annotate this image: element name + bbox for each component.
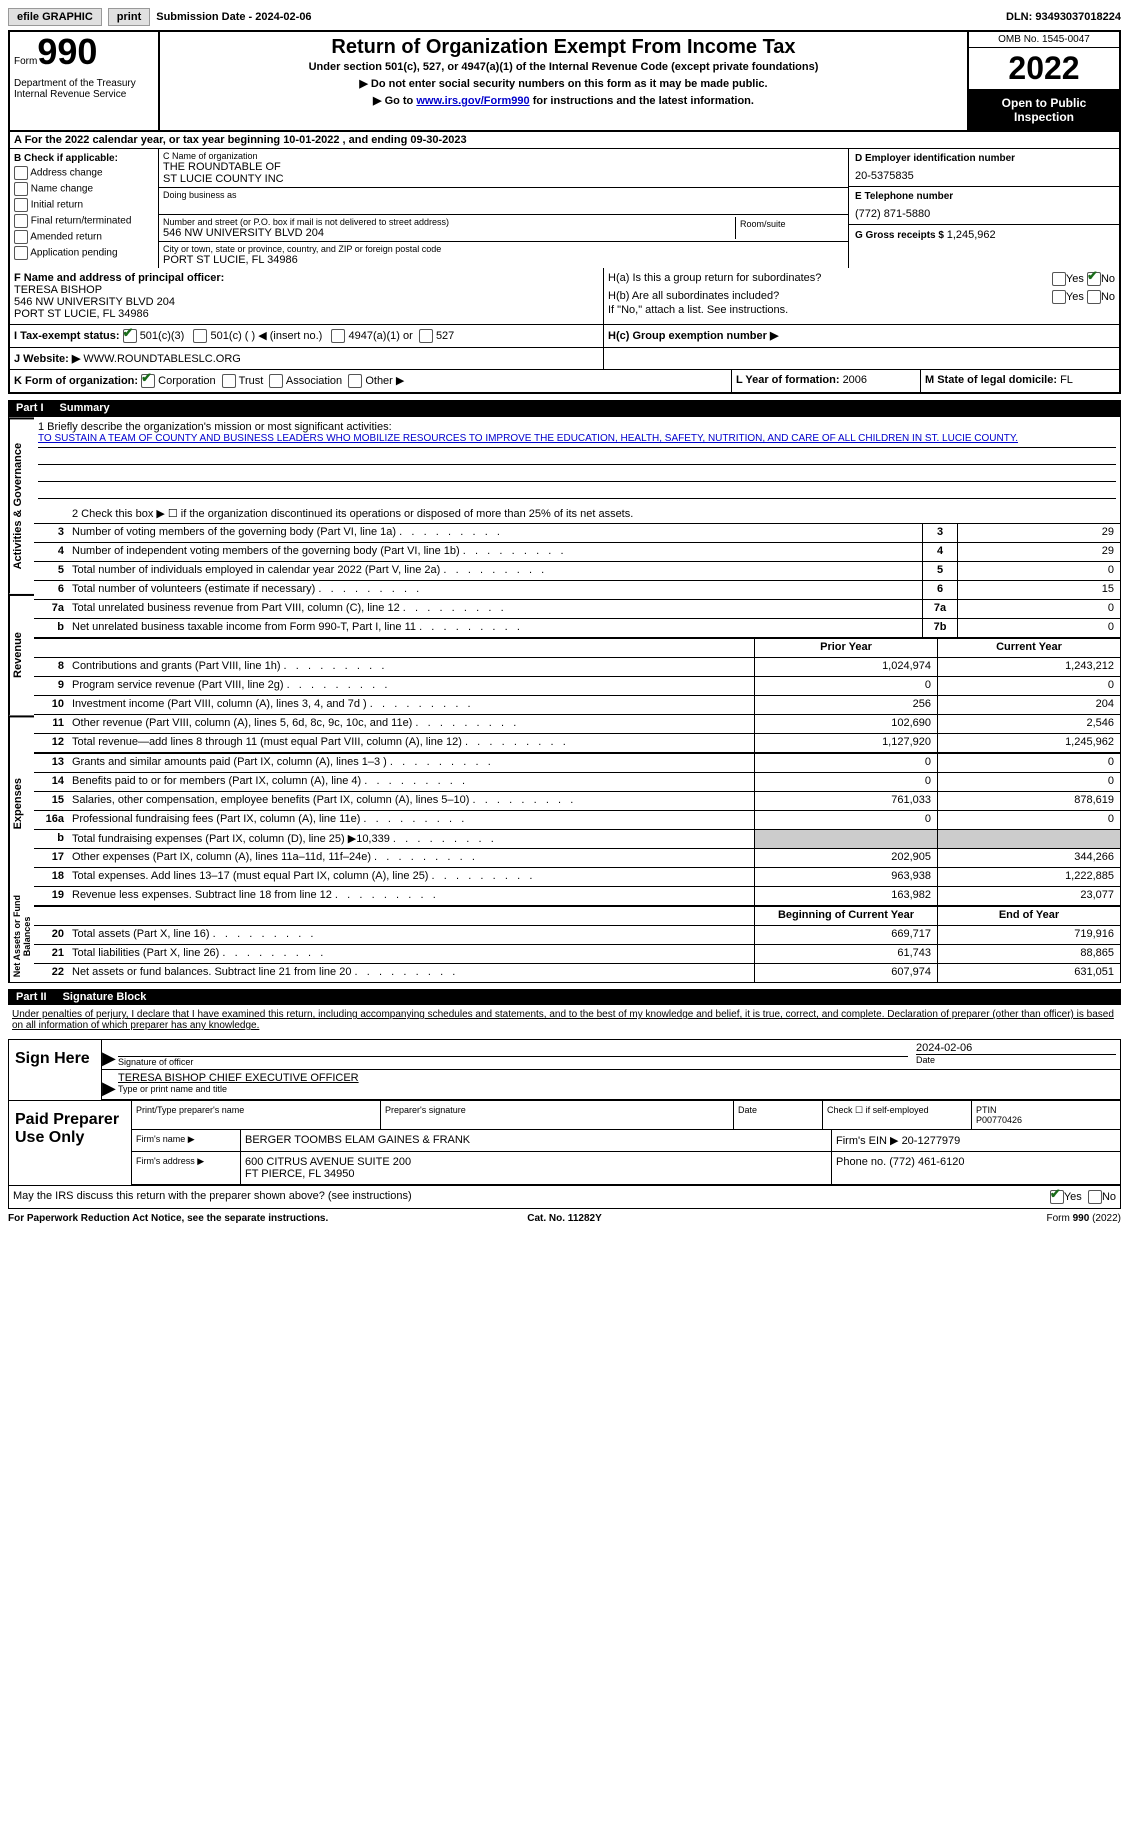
summary-row: 5Total number of individuals employed in… — [34, 562, 1120, 581]
firm-addr-row: Firm's address ▶ 600 CITRUS AVENUE SUITE… — [132, 1152, 1120, 1185]
form-title-block: Return of Organization Exempt From Incom… — [160, 32, 967, 130]
net-col-headers: Beginning of Current Year End of Year — [34, 907, 1120, 926]
efile-button[interactable]: efile GRAPHIC — [8, 8, 102, 26]
summary-row: 15Salaries, other compensation, employee… — [34, 792, 1120, 811]
form-year-block: OMB No. 1545-0047 2022 Open to Public In… — [967, 32, 1119, 130]
irs-link[interactable]: www.irs.gov/Form990 — [416, 95, 529, 107]
form-id-block: Form990 Department of the Treasury Inter… — [10, 32, 160, 130]
discuss-row: May the IRS discuss this return with the… — [9, 1185, 1120, 1208]
summary-row: 12Total revenue—add lines 8 through 11 (… — [34, 734, 1120, 752]
summary-row: 4Number of independent voting members of… — [34, 543, 1120, 562]
summary-row: 9Program service revenue (Part VIII, lin… — [34, 677, 1120, 696]
col-b-checkboxes: B Check if applicable: Address change Na… — [10, 149, 159, 268]
row-a-tax-year: A For the 2022 calendar year, or tax yea… — [8, 132, 1121, 149]
part2-header: Part II Signature Block — [8, 989, 1121, 1005]
paid-preparer-label: Paid Preparer Use Only — [9, 1101, 132, 1185]
row-i-tax-status: I Tax-exempt status: 501(c)(3) 501(c) ( … — [10, 325, 604, 347]
vert-governance: Activities & Governance — [9, 417, 34, 593]
row-hc: H(c) Group exemption number ▶ — [604, 325, 782, 347]
col-headers: Prior Year Current Year — [34, 639, 1120, 658]
summary-row: 3Number of voting members of the governi… — [34, 524, 1120, 543]
summary-row: 18Total expenses. Add lines 13–17 (must … — [34, 868, 1120, 887]
sign-here-label: Sign Here — [9, 1040, 102, 1100]
line-2: 2 Check this box ▶ ☐ if the organization… — [34, 505, 1120, 524]
preparer-header-row: Print/Type preparer's name Preparer's si… — [132, 1101, 1120, 1130]
col-d-ein-block: D Employer identification number 20-5375… — [849, 149, 1119, 268]
mission-block: 1 Briefly describe the organization's mi… — [34, 417, 1120, 505]
summary-row: 16aProfessional fundraising fees (Part I… — [34, 811, 1120, 830]
row-j-website: J Website: ▶ WWW.ROUNDTABLESLC.ORG — [10, 348, 604, 369]
firm-name-row: Firm's name ▶ BERGER TOOMBS ELAM GAINES … — [132, 1130, 1120, 1152]
summary-row: 21Total liabilities (Part X, line 26)61,… — [34, 945, 1120, 964]
summary-row: 14Benefits paid to or for members (Part … — [34, 773, 1120, 792]
col-c-org-info: C Name of organization THE ROUNDTABLE OF… — [159, 149, 849, 268]
summary-row: 10Investment income (Part VIII, column (… — [34, 696, 1120, 715]
signature-of-officer: Signature of officer — [114, 1040, 912, 1069]
summary-row: 7aTotal unrelated business revenue from … — [34, 600, 1120, 619]
summary-row: 11Other revenue (Part VIII, column (A), … — [34, 715, 1120, 734]
sign-arrow-icon-2: ▶ — [102, 1070, 114, 1099]
vert-expenses: Expenses — [9, 715, 34, 891]
row-l-year: L Year of formation: 2006 — [731, 370, 920, 392]
summary-row: 19Revenue less expenses. Subtract line 1… — [34, 887, 1120, 905]
summary-row: 13Grants and similar amounts paid (Part … — [34, 754, 1120, 773]
row-k-form-org: K Form of organization: Corporation Trus… — [10, 370, 731, 392]
vert-revenue: Revenue — [9, 594, 34, 715]
summary-row: 8Contributions and grants (Part VIII, li… — [34, 658, 1120, 677]
signature-date: 2024-02-06 Date — [912, 1040, 1120, 1069]
summary-row: 6Total number of volunteers (estimate if… — [34, 581, 1120, 600]
page-footer: For Paperwork Reduction Act Notice, see … — [8, 1213, 1121, 1224]
signature-penalty: Under penalties of perjury, I declare th… — [8, 1005, 1121, 1035]
sign-arrow-icon: ▶ — [102, 1040, 114, 1069]
summary-row: 17Other expenses (Part IX, column (A), l… — [34, 849, 1120, 868]
submission-date-label: Submission Date - 2024-02-06 — [156, 11, 311, 23]
summary-row: 22Net assets or fund balances. Subtract … — [34, 964, 1120, 982]
part1-header: Part I Summary — [8, 400, 1121, 416]
vert-netassets: Net Assets or Fund Balances — [9, 891, 34, 982]
summary-row: 20Total assets (Part X, line 16)669,7177… — [34, 926, 1120, 945]
print-button[interactable]: print — [108, 8, 150, 26]
summary-row: bTotal fundraising expenses (Part IX, co… — [34, 830, 1120, 849]
dln: DLN: 93493037018224 — [1006, 11, 1121, 23]
row-m-state: M State of legal domicile: FL — [920, 370, 1119, 392]
row-f-officer: F Name and address of principal officer:… — [10, 268, 604, 324]
row-h-group-return: H(a) Is this a group return for subordin… — [604, 268, 1119, 324]
officer-name-title: TERESA BISHOP CHIEF EXECUTIVE OFFICER Ty… — [114, 1070, 1120, 1099]
summary-row: bNet unrelated business taxable income f… — [34, 619, 1120, 637]
